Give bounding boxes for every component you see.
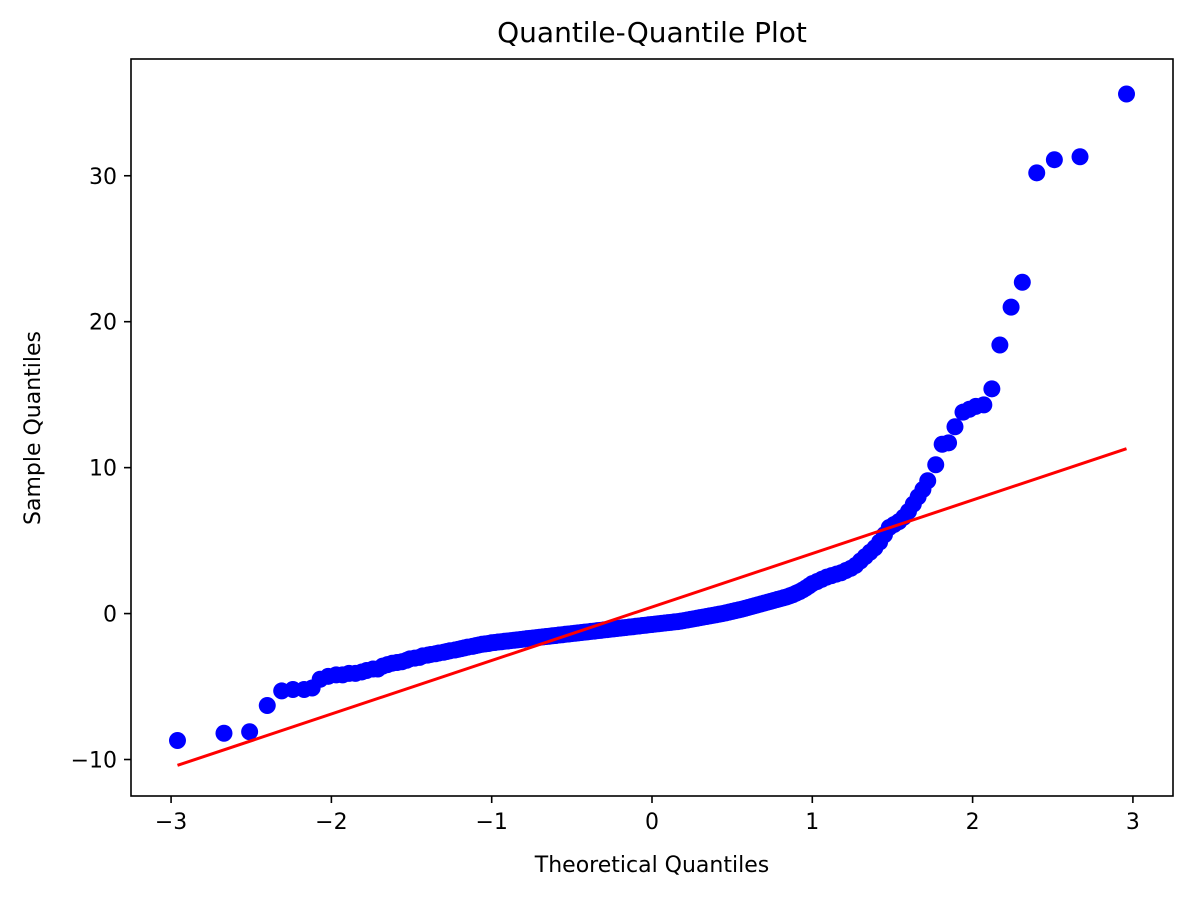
- x-ticks: −3 −2 −1 0 1 2 3: [155, 796, 1140, 835]
- x-tick-label: 0: [645, 810, 659, 835]
- x-tick-label: 3: [1126, 810, 1140, 835]
- y-tick-label: 0: [103, 603, 117, 628]
- data-point: [1071, 148, 1089, 166]
- data-point: [927, 456, 945, 474]
- data-point: [1002, 298, 1020, 316]
- x-tick-label: 2: [966, 810, 980, 835]
- data-point: [215, 724, 233, 742]
- data-point: [991, 336, 1009, 354]
- x-tick-label: −2: [315, 810, 347, 835]
- y-axis-label: Sample Quantiles: [21, 331, 46, 525]
- data-point: [983, 380, 1001, 398]
- data-point: [946, 418, 964, 436]
- data-point: [975, 396, 993, 414]
- data-point: [258, 697, 276, 715]
- reference-line: [177, 447, 1127, 767]
- chart-title: Quantile-Quantile Plot: [497, 16, 807, 49]
- y-tick-label: 10: [89, 457, 117, 482]
- y-tick-label: −10: [71, 749, 117, 774]
- y-tick-label: 20: [89, 311, 117, 336]
- reference-line-layer: [177, 447, 1127, 767]
- x-axis-label: Theoretical Quantiles: [534, 853, 769, 878]
- data-point: [241, 723, 259, 741]
- x-tick-label: −1: [475, 810, 507, 835]
- y-ticks: −10 0 10 20 30: [71, 165, 131, 774]
- x-tick-label: −3: [155, 810, 187, 835]
- data-point: [1028, 164, 1046, 182]
- data-point: [940, 434, 958, 452]
- data-point: [1013, 273, 1031, 291]
- data-point: [168, 732, 186, 750]
- y-tick-label: 30: [89, 165, 117, 190]
- data-points: [168, 85, 1136, 750]
- x-tick-label: 1: [805, 810, 819, 835]
- data-point: [1118, 85, 1136, 103]
- data-point: [919, 472, 937, 490]
- data-point: [1045, 151, 1063, 169]
